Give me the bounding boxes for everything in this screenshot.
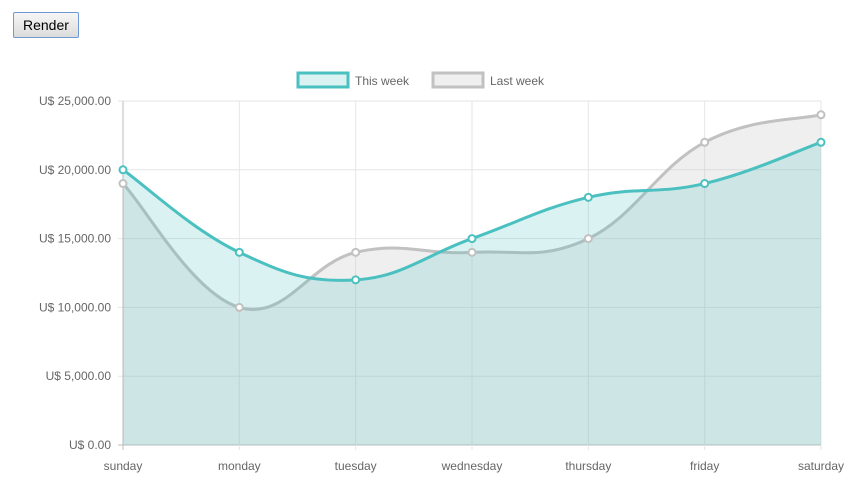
series-area <box>123 142 821 445</box>
legend-label[interactable]: This week <box>355 74 410 88</box>
data-point[interactable] <box>816 137 826 147</box>
legend-label[interactable]: Last week <box>490 74 545 88</box>
x-tick-label: monday <box>218 459 261 473</box>
data-point[interactable] <box>467 247 477 257</box>
data-point[interactable] <box>583 192 593 202</box>
series-area <box>123 114 821 445</box>
x-tick-label: tuesday <box>335 459 377 473</box>
y-tick-label: U$ 0.00 <box>69 438 111 452</box>
data-point[interactable] <box>234 247 244 257</box>
x-tick-label: sunday <box>104 459 143 473</box>
x-tick-label: saturday <box>798 459 844 473</box>
data-point[interactable] <box>467 234 477 244</box>
y-tick-label: U$ 10,000.00 <box>39 300 111 314</box>
axes: U$ 25,000.00 U$ 20,000.00 U$ 15,000.00 U$ 1… <box>39 94 844 473</box>
legend-swatch[interactable] <box>296 71 350 89</box>
y-tick-label: U$ 25,000.00 <box>39 94 111 108</box>
data-point[interactable] <box>700 137 710 147</box>
series-layer <box>118 110 826 445</box>
data-point[interactable] <box>234 302 244 312</box>
legend: This week Last week <box>296 71 545 89</box>
grid-lines <box>118 100 822 450</box>
data-point[interactable] <box>118 179 128 189</box>
x-tick-label: thursday <box>565 459 611 473</box>
data-point[interactable] <box>351 247 361 257</box>
data-point[interactable] <box>351 275 361 285</box>
render-button[interactable]: Render <box>13 12 79 38</box>
y-tick-label: U$ 5,000.00 <box>46 369 112 383</box>
data-point[interactable] <box>118 165 128 175</box>
x-tick-label: wednesday <box>441 459 503 473</box>
data-point[interactable] <box>583 234 593 244</box>
y-tick-label: U$ 20,000.00 <box>39 163 111 177</box>
y-tick-label: U$ 15,000.00 <box>39 232 111 246</box>
legend-swatch[interactable] <box>431 71 485 89</box>
data-point[interactable] <box>816 110 826 120</box>
x-tick-label: friday <box>690 459 719 473</box>
data-point[interactable] <box>700 179 710 189</box>
